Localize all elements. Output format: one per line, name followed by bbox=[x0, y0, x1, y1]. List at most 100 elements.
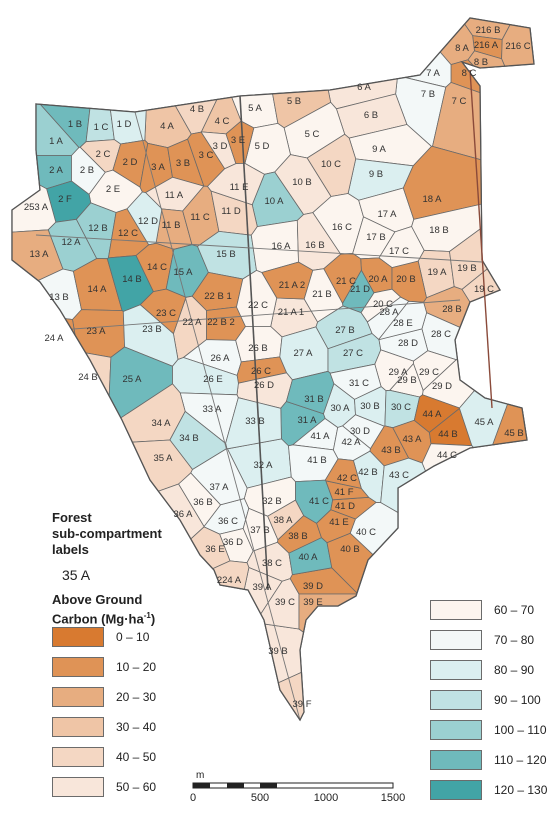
compartment-label: 29 D bbox=[432, 381, 452, 392]
legend-item: 70 – 80 bbox=[430, 628, 534, 652]
compartment-label: 36 A bbox=[173, 509, 193, 520]
compartment-label: 40 A bbox=[298, 552, 318, 563]
compartment-label: 39 D bbox=[303, 581, 323, 592]
compartment-11-e bbox=[206, 162, 265, 206]
legend-title-line-3: labels bbox=[52, 542, 89, 557]
compartment-label: 8 C bbox=[462, 68, 477, 79]
scale-bar: m 0 500 1000 1500 bbox=[189, 770, 405, 810]
legend-swatch bbox=[52, 717, 104, 737]
compartment-label: 2 E bbox=[106, 184, 120, 195]
compartment-label: 37 B bbox=[250, 525, 270, 536]
compartment-label: 28 E bbox=[393, 318, 413, 329]
scale-tick: 0 bbox=[189, 792, 197, 804]
legend-swatch bbox=[430, 630, 482, 650]
compartment-label: 26 D bbox=[254, 380, 274, 391]
compartment-label: 12 A bbox=[61, 237, 81, 248]
compartment-label: 42 B bbox=[358, 467, 378, 478]
compartment-label: 36 D bbox=[223, 537, 243, 548]
compartment-label: 21 A 1 bbox=[278, 307, 304, 318]
legend-item: 40 – 50 bbox=[52, 745, 156, 769]
compartment-label: 25 A bbox=[122, 374, 142, 385]
legend-range-label: 90 – 100 bbox=[494, 693, 541, 707]
compartment-label: 31 B bbox=[304, 394, 324, 405]
compartment-label: 12 C bbox=[118, 228, 138, 239]
compartment-label: 18 A bbox=[422, 194, 442, 205]
legend-range-label: 110 – 120 bbox=[494, 753, 547, 767]
legend-item: 110 – 120 bbox=[430, 748, 547, 772]
legend-swatch bbox=[430, 660, 482, 680]
compartment-label: 17 B bbox=[366, 232, 386, 243]
compartment-label: 35 A bbox=[153, 453, 173, 464]
forest-boundary-outline bbox=[11, 17, 535, 722]
legend-range-label: 120 – 130 bbox=[494, 783, 548, 797]
compartment-label: 7 C bbox=[452, 96, 467, 107]
compartment-label: 7 B bbox=[421, 89, 435, 100]
compartment-label: 20 B bbox=[396, 274, 416, 285]
legend-item: 80 – 90 bbox=[430, 658, 534, 682]
compartment-label: 41 D bbox=[335, 501, 355, 512]
compartment-label: 21 A 2 bbox=[279, 280, 305, 291]
compartment-label: 11 E bbox=[230, 182, 249, 193]
legend-swatch bbox=[52, 687, 104, 707]
compartment-label: 44 B bbox=[438, 429, 458, 440]
compartment-label: 27 C bbox=[343, 348, 363, 359]
compartment-label: 216 A bbox=[474, 40, 499, 51]
compartment-label: 2 D bbox=[123, 157, 138, 168]
compartment-label: 224 A bbox=[217, 575, 242, 586]
compartment-label: 39 F bbox=[292, 699, 311, 710]
legend-swatch bbox=[52, 627, 104, 647]
compartment-label: 26 B bbox=[248, 343, 268, 354]
compartment-label: 16 C bbox=[332, 222, 352, 233]
compartment-label: 21 B bbox=[312, 289, 332, 300]
compartment-label: 11 B bbox=[162, 220, 181, 231]
compartment-label: 38 C bbox=[262, 558, 282, 569]
compartment-label: 43 B bbox=[381, 445, 401, 456]
compartment-label: 33 B bbox=[245, 416, 265, 427]
scale-unit: m bbox=[196, 770, 205, 781]
legend-range-label: 80 – 90 bbox=[494, 663, 535, 677]
scale-tick: 500 bbox=[250, 792, 270, 804]
compartment-label: 44 C bbox=[437, 450, 457, 461]
legend-range-label: 10 – 20 bbox=[116, 660, 157, 674]
legend-range-label: 100 – 110 bbox=[494, 723, 547, 737]
compartment-label: 5 A bbox=[248, 103, 262, 114]
compartment-label: 31 C bbox=[349, 378, 369, 389]
compartment-label: 40 C bbox=[356, 527, 376, 538]
compartment-label: 30 B bbox=[360, 401, 380, 412]
compartment-label: 28 C bbox=[431, 329, 451, 340]
compartment-label: 1 C bbox=[94, 122, 109, 133]
legend-item: 100 – 110 bbox=[430, 718, 547, 742]
compartment-label: 41 F bbox=[334, 487, 353, 498]
legend-item: 20 – 30 bbox=[52, 685, 156, 709]
compartment-label: 30 A bbox=[330, 403, 350, 414]
compartment-label: 20 C bbox=[373, 299, 393, 310]
compartment-label: 43 C bbox=[389, 470, 409, 481]
compartment-label: 41 B bbox=[307, 455, 327, 466]
compartment-label: 24 A bbox=[44, 333, 64, 344]
compartment-label: 10 C bbox=[321, 159, 341, 170]
legend-swatch bbox=[52, 747, 104, 767]
track-line bbox=[134, 111, 301, 720]
legend-item: 30 – 40 bbox=[52, 715, 156, 739]
carbon-unit-prefix: Carbon (Mg·ha bbox=[52, 611, 144, 627]
compartment-label: 4 C bbox=[215, 116, 230, 127]
compartment-label: 5 D bbox=[255, 141, 270, 152]
compartment-label: 5 B bbox=[287, 96, 301, 107]
compartment-label: 38 A bbox=[273, 515, 293, 526]
compartment-label: 14 A bbox=[87, 284, 107, 295]
compartment-label: 45 A bbox=[474, 417, 494, 428]
compartment-label: 11 D bbox=[221, 206, 241, 217]
compartment-4-a bbox=[144, 57, 192, 149]
compartment-label: 39 B bbox=[268, 646, 288, 657]
track-line bbox=[59, 299, 461, 331]
compartment-label: 21 D bbox=[350, 284, 370, 295]
compartment-7-a bbox=[381, 18, 452, 88]
compartment-label: 4 B bbox=[190, 104, 204, 115]
compartment-label: 7 A bbox=[426, 68, 440, 79]
compartment-label: 216 B bbox=[476, 25, 501, 36]
track-line bbox=[239, 95, 269, 591]
compartment-label: 3 D bbox=[213, 141, 228, 152]
legend-title-line-1: Forest bbox=[52, 510, 92, 525]
compartment-label: 16 B bbox=[305, 240, 325, 251]
